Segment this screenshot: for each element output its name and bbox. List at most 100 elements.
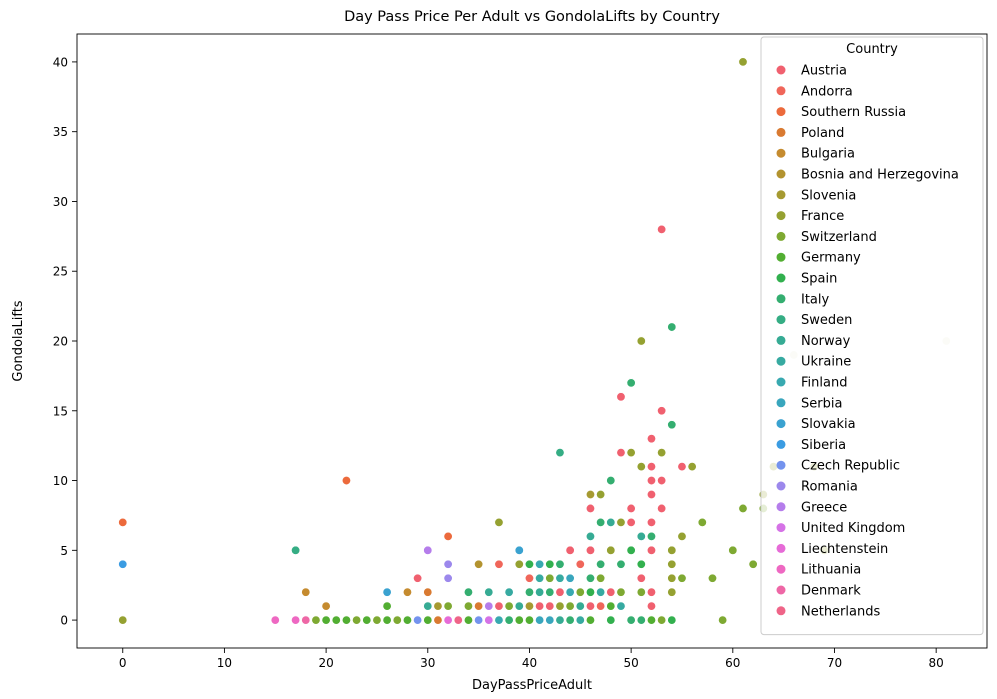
data-point	[524, 615, 534, 625]
data-point	[484, 601, 494, 611]
legend-marker	[776, 502, 786, 512]
data-point	[616, 559, 626, 569]
legend-label: Andorra	[801, 84, 853, 99]
legend-label: Sweden	[801, 313, 852, 328]
data-point	[413, 573, 423, 583]
data-point	[596, 587, 606, 597]
data-point	[423, 601, 433, 611]
data-point	[646, 462, 656, 472]
legend-label: Germany	[801, 251, 861, 266]
legend-marker	[776, 65, 786, 75]
legend-label: Lithuania	[801, 563, 861, 578]
data-point	[646, 489, 656, 499]
data-point	[585, 573, 595, 583]
data-point	[321, 601, 331, 611]
data-point	[718, 615, 728, 625]
legend-label: United Kingdom	[801, 521, 905, 536]
data-point	[545, 587, 555, 597]
data-point	[626, 545, 636, 555]
data-point	[606, 545, 616, 555]
data-point	[616, 392, 626, 402]
data-point	[514, 615, 524, 625]
data-point	[535, 559, 545, 569]
legend-marker	[776, 377, 786, 387]
x-tick-label: 10	[217, 656, 232, 670]
data-point	[657, 476, 667, 486]
legend-marker	[776, 252, 786, 262]
data-point	[443, 573, 453, 583]
legend-label: Norway	[801, 334, 851, 349]
data-point	[636, 587, 646, 597]
legend-marker	[776, 231, 786, 241]
data-point	[443, 601, 453, 611]
data-point	[423, 545, 433, 555]
x-tick-label: 70	[827, 656, 842, 670]
data-point	[321, 615, 331, 625]
data-point	[555, 448, 565, 458]
y-axis: 0 5 10 15 20 25 30 35 40	[53, 55, 77, 628]
data-point	[667, 420, 677, 430]
data-point	[504, 587, 514, 597]
y-tick-label: 15	[53, 404, 68, 418]
legend-label: Liechtenstein	[801, 542, 888, 557]
data-point	[362, 615, 372, 625]
legend-marker	[776, 211, 786, 221]
data-point	[535, 615, 545, 625]
legend-marker	[776, 107, 786, 117]
data-point	[341, 615, 351, 625]
data-point	[585, 531, 595, 541]
data-point	[463, 587, 473, 597]
data-point	[606, 587, 616, 597]
legend-label: Austria	[801, 64, 847, 79]
data-point	[667, 615, 677, 625]
legend-marker	[776, 419, 786, 429]
data-point	[585, 587, 595, 597]
data-point	[606, 517, 616, 527]
data-point	[453, 615, 463, 625]
legend-marker	[776, 439, 786, 449]
data-point	[606, 615, 616, 625]
data-point	[535, 601, 545, 611]
data-point	[565, 573, 575, 583]
data-point	[565, 615, 575, 625]
data-point	[646, 545, 656, 555]
y-tick-label: 25	[53, 265, 68, 279]
data-point	[596, 517, 606, 527]
data-point	[382, 601, 392, 611]
data-point	[596, 489, 606, 499]
y-tick-label: 5	[60, 544, 68, 558]
chart-title: Day Pass Price Per Adult vs GondolaLifts…	[344, 9, 720, 25]
legend-label: Switzerland	[801, 230, 877, 245]
data-point	[484, 587, 494, 597]
data-point	[423, 587, 433, 597]
data-point	[118, 517, 128, 527]
y-tick-label: 35	[53, 125, 68, 139]
data-point	[697, 517, 707, 527]
x-tick-label: 40	[522, 656, 537, 670]
legend-label: Southern Russia	[801, 105, 906, 120]
data-point	[646, 517, 656, 527]
legend-marker	[776, 127, 786, 137]
legend-label: Finland	[801, 376, 847, 391]
data-point	[728, 545, 738, 555]
data-point	[433, 601, 443, 611]
data-point	[524, 587, 534, 597]
data-point	[646, 434, 656, 444]
data-point	[606, 601, 616, 611]
x-tick-label: 60	[725, 656, 740, 670]
x-tick-label: 30	[420, 656, 435, 670]
data-point	[535, 573, 545, 583]
data-point	[585, 503, 595, 513]
data-point	[494, 559, 504, 569]
data-point	[443, 531, 453, 541]
data-point	[311, 615, 321, 625]
legend-marker	[776, 273, 786, 283]
y-tick-label: 30	[53, 195, 68, 209]
data-point	[463, 601, 473, 611]
data-point	[575, 615, 585, 625]
data-point	[392, 615, 402, 625]
data-point	[474, 559, 484, 569]
legend-marker	[776, 86, 786, 96]
data-point	[402, 615, 412, 625]
legend-marker	[776, 335, 786, 345]
